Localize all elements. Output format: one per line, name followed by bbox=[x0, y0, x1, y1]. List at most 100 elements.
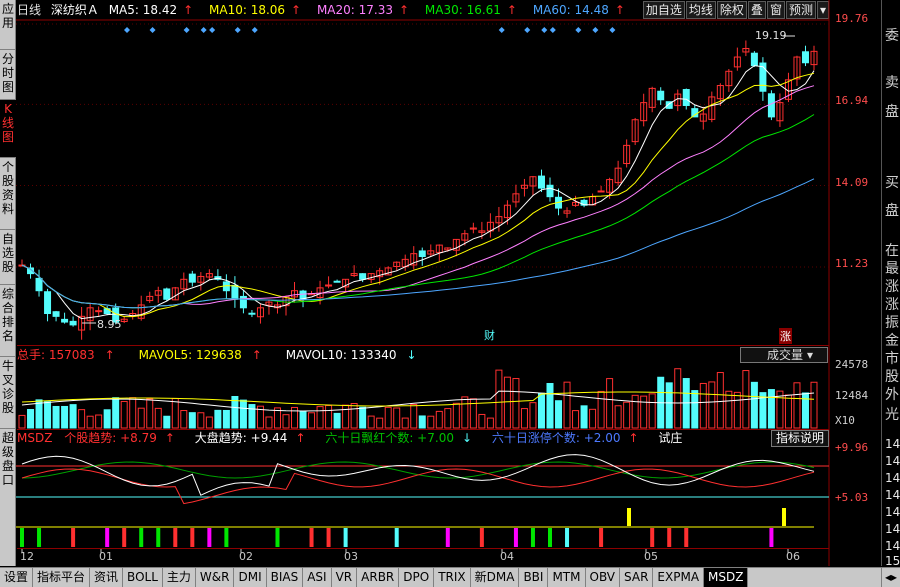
ma5-line bbox=[21, 65, 815, 320]
tab-settings[interactable]: 设置 bbox=[0, 568, 34, 587]
volume-bar-down bbox=[222, 409, 230, 429]
ma-button[interactable]: 均线 bbox=[685, 1, 716, 19]
tab-stock-profile[interactable]: 个股资料 bbox=[0, 158, 16, 230]
tab-kline[interactable]: K线图 bbox=[0, 100, 16, 158]
ma60-readout: MA60: 14.48 ↑ bbox=[532, 3, 625, 17]
candle-down bbox=[239, 295, 247, 309]
overlay-button[interactable]: 叠 bbox=[747, 1, 766, 19]
indicator-green-line bbox=[21, 461, 815, 479]
candle-up bbox=[776, 102, 784, 122]
tab-scroll-icon[interactable]: ◂▸ bbox=[880, 568, 900, 587]
volume-bar-up bbox=[572, 410, 580, 429]
chevron-down-icon[interactable]: ▾ bbox=[816, 1, 829, 19]
tab-dmi[interactable]: DMI bbox=[234, 568, 267, 587]
indicator-help-button[interactable]: 指标说明 bbox=[770, 430, 829, 447]
tab-main-force[interactable]: 主力 bbox=[163, 568, 196, 587]
tab-asi[interactable]: ASI bbox=[303, 568, 332, 587]
tab-new-dma[interactable]: 新DMA bbox=[471, 568, 520, 587]
candle-up bbox=[120, 318, 128, 323]
tab-news[interactable]: 资讯 bbox=[90, 568, 124, 587]
trial-label: 试庄 bbox=[658, 431, 683, 445]
volume-bar-up bbox=[180, 410, 188, 429]
candle-down bbox=[682, 89, 690, 106]
indicator-red-line bbox=[21, 468, 815, 505]
finance-marker[interactable]: 财 bbox=[484, 329, 495, 342]
volume-bar-up bbox=[291, 406, 299, 429]
candle-up bbox=[205, 273, 213, 278]
signal-bar bbox=[173, 528, 178, 547]
volume-bar-down bbox=[333, 412, 341, 429]
candle-down bbox=[537, 175, 545, 189]
tab-vr[interactable]: VR bbox=[332, 568, 358, 587]
signal-bar bbox=[394, 528, 399, 547]
panel-text: 振 bbox=[885, 315, 899, 331]
tab-arbr[interactable]: ARBR bbox=[357, 568, 400, 587]
volume-bar-down bbox=[112, 397, 120, 429]
signal-bar bbox=[565, 528, 570, 547]
signal-bar bbox=[479, 528, 484, 547]
panel-text: 股 bbox=[885, 369, 899, 385]
date-label-jun: 06 bbox=[786, 550, 800, 563]
add-watchlist-button[interactable]: 加自选 bbox=[642, 1, 685, 19]
volume-bar-up bbox=[197, 412, 205, 429]
tab-bias[interactable]: BIAS bbox=[267, 568, 304, 587]
tab-sar[interactable]: SAR bbox=[620, 568, 654, 587]
volume-bar-up bbox=[129, 397, 137, 429]
candle-up bbox=[384, 267, 392, 276]
candle-down bbox=[35, 277, 43, 292]
tab-watchlist[interactable]: 自选股 bbox=[0, 230, 16, 285]
candle-up bbox=[699, 113, 707, 122]
kline-header: 日线 深纺织Ａ MA5: 18.42 ↑ MA10: 18.06 ↑ MA20: 1… bbox=[17, 0, 829, 20]
tab-apps[interactable]: 应用 bbox=[0, 0, 16, 50]
price-tick-2: 16.94 bbox=[835, 94, 869, 107]
high-annotation: 19.19 bbox=[755, 29, 787, 42]
volume-selector[interactable]: 成交量 ▾ bbox=[740, 347, 828, 363]
panel-text: 市 bbox=[885, 351, 899, 367]
stock-name: 深纺织Ａ bbox=[50, 3, 99, 17]
tab-ranking[interactable]: 综合排名 bbox=[0, 285, 16, 357]
limit-up-marker[interactable]: 涨 bbox=[779, 328, 792, 344]
candle-up bbox=[716, 85, 724, 100]
volume-bar-up bbox=[716, 372, 724, 429]
tab-mtm[interactable]: MTM bbox=[548, 568, 586, 587]
volume-bar-up bbox=[146, 398, 154, 429]
indicator-tick-mid: +5.03 bbox=[835, 491, 869, 504]
volume-bar-up bbox=[273, 407, 281, 429]
candle-up bbox=[291, 290, 299, 298]
volume-bar-down bbox=[418, 415, 426, 429]
panel-text: 光 bbox=[885, 407, 899, 423]
ex-rights-button[interactable]: 除权 bbox=[716, 1, 747, 19]
tab-intraday[interactable]: 分时图 bbox=[0, 50, 16, 100]
window-button[interactable]: 窗 bbox=[766, 1, 785, 19]
tab-expma[interactable]: EXPMA bbox=[653, 568, 705, 587]
tab-indicator-platform[interactable]: 指标平台 bbox=[33, 568, 91, 587]
tab-msdz[interactable]: MSDZ bbox=[704, 568, 749, 587]
tab-dpo[interactable]: DPO bbox=[399, 568, 435, 587]
tab-trix[interactable]: TRIX bbox=[434, 568, 471, 587]
tab-diagnosis[interactable]: 牛叉诊股 bbox=[0, 357, 16, 429]
tab-obv[interactable]: OBV bbox=[586, 568, 621, 587]
tab-bbi[interactable]: BBI bbox=[519, 568, 549, 587]
candle-up bbox=[95, 310, 103, 313]
tab-boll[interactable]: BOLL bbox=[123, 568, 163, 587]
signal-diamond-icon bbox=[549, 27, 556, 33]
candle-up bbox=[495, 216, 503, 224]
panel-number: 14 bbox=[885, 505, 900, 519]
candle-down bbox=[27, 267, 35, 275]
candle-up bbox=[793, 56, 801, 80]
ma30-line bbox=[21, 114, 815, 309]
signal-bar bbox=[684, 528, 689, 547]
candle-down bbox=[61, 318, 69, 323]
panel-number: 15 bbox=[885, 554, 900, 566]
forecast-button[interactable]: 预测 bbox=[785, 1, 816, 19]
price-tick-4: 11.23 bbox=[835, 257, 869, 270]
volume-bar-up bbox=[725, 390, 733, 429]
stock-trend: 个股趋势: +8.79 ↑ bbox=[64, 431, 175, 445]
volume-bar-up bbox=[154, 407, 162, 429]
mavol5: MAVOL5: 129638 ↑ bbox=[138, 348, 262, 362]
candle-up bbox=[623, 144, 631, 165]
tab-super-quote[interactable]: 超级盘口 bbox=[1, 431, 14, 487]
signal-bar bbox=[530, 528, 535, 547]
tab-wr[interactable]: W&R bbox=[196, 568, 235, 587]
